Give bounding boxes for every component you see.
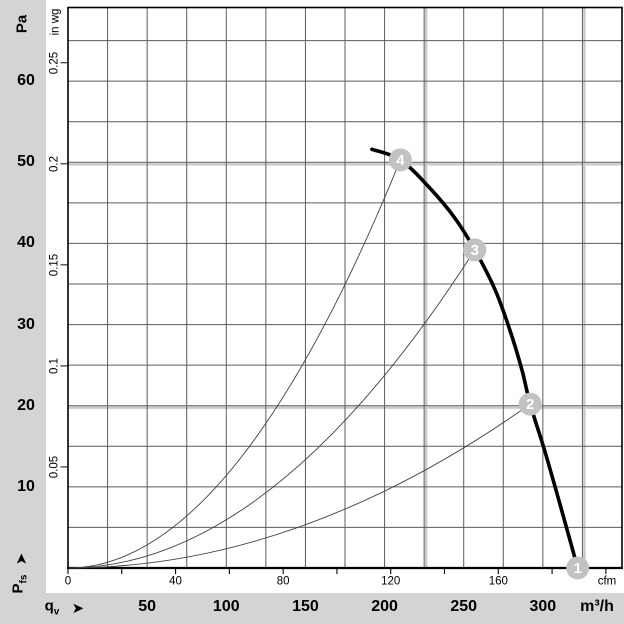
pa-unit-label: Pa	[13, 14, 31, 34]
marker-number: 2	[526, 396, 534, 413]
pa-tick-label-20: 20	[17, 396, 35, 414]
cfm-tick-label-40: 40	[169, 574, 182, 587]
marker-number: 3	[471, 242, 479, 259]
marker-circle	[518, 392, 542, 416]
system-curve-4	[67, 159, 401, 569]
pressure-axis-symbol: Pfs	[9, 574, 30, 594]
cfm-tick-label-0: 0	[64, 574, 72, 587]
cfm-tick-label-120: 120	[381, 574, 401, 587]
m3h-tick-label-150: 150	[292, 598, 319, 615]
pa-tick-label-60: 60	[17, 72, 35, 90]
inwg-tick-label-0.05: 0.05	[48, 455, 61, 479]
marker-number: 1	[574, 560, 582, 577]
system-curve-3	[67, 249, 476, 569]
fan-curve	[370, 147, 580, 570]
marker-circle	[566, 556, 590, 580]
operating-point-marker-2: 2	[518, 392, 542, 416]
inwg-tick-label-0.25: 0.25	[48, 51, 61, 74]
cfm-unit-label: cfm	[597, 575, 617, 588]
inwg-tick-label-0.15: 0.15	[48, 253, 61, 277]
left-axis-band	[0, 0, 46, 624]
pa-tick-label-40: 40	[17, 234, 35, 252]
pa-tick-label-10: 10	[17, 477, 35, 495]
cfm-tick-label-80: 80	[276, 574, 290, 587]
pressure-direction-arrow-icon: ➤	[13, 553, 29, 565]
m3h-tick-label-100: 100	[212, 598, 240, 615]
operating-point-marker-1: 1	[566, 556, 590, 580]
m3h-tick-label-300: 300	[529, 598, 557, 615]
operating-point-marker-4: 4	[388, 148, 412, 172]
flow-direction-arrow-icon: ➤	[72, 600, 84, 616]
operating-point-marker-3: 3	[463, 238, 487, 262]
m3h-tick-label-250: 250	[450, 598, 478, 615]
m3h-tick-label-200: 200	[371, 598, 398, 615]
marker-circle	[388, 148, 412, 172]
m3h-unit-label: m³/h	[580, 598, 614, 615]
pa-tick-label-30: 30	[17, 315, 35, 333]
pa-tick-label-50: 50	[17, 153, 35, 171]
inwg-unit-label: in wg	[49, 8, 62, 36]
marker-circle	[463, 238, 487, 262]
m3h-tick-label-50: 50	[138, 598, 157, 615]
flow-axis-symbol: qv	[44, 597, 60, 618]
system-curve-2	[67, 403, 531, 569]
inwg-tick-label-0.2: 0.2	[48, 155, 61, 172]
bottom-axis-band	[0, 593, 624, 624]
cfm-tick-label-160: 160	[488, 574, 508, 587]
marker-number: 4	[396, 152, 405, 169]
inwg-tick-label-0.1: 0.1	[48, 357, 61, 374]
